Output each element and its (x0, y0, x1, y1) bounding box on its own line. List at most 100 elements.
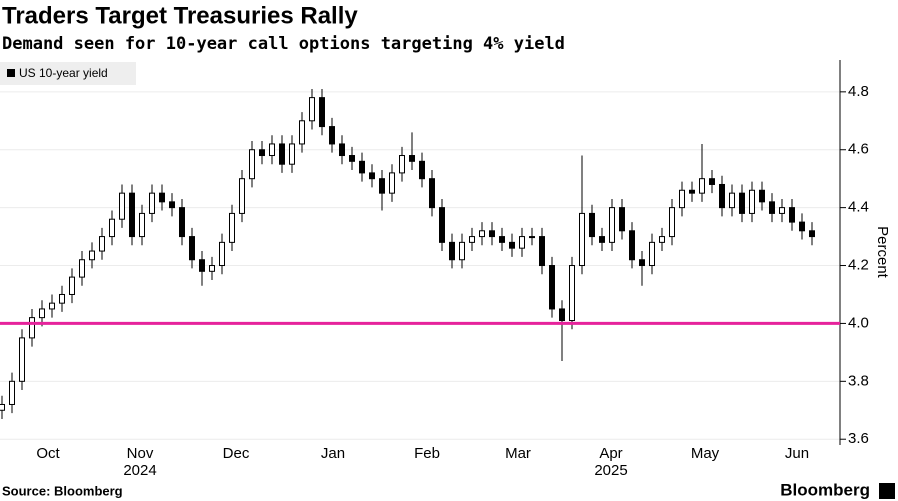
candle-body (569, 265, 575, 322)
candle-body (379, 178, 385, 194)
y-tick-label: 4.2 (848, 256, 869, 273)
candle-body (409, 155, 415, 162)
year-label: 2025 (594, 462, 627, 479)
candle-body (19, 337, 25, 382)
candle-body (0, 403, 5, 411)
y-tick-label: 4.6 (848, 141, 869, 158)
candle-body (769, 201, 775, 214)
x-tick-label: Apr (599, 445, 622, 462)
candle-body (309, 97, 315, 122)
candle-body (279, 143, 285, 165)
candle-body (489, 230, 495, 238)
candle-body (509, 241, 515, 249)
candle-body (419, 160, 425, 180)
candle-body (119, 192, 125, 220)
candle-body (39, 308, 45, 319)
candle-body (239, 178, 245, 214)
candle-body (359, 160, 365, 174)
candle-body (499, 236, 505, 243)
candle-body (69, 276, 75, 295)
candle-body (219, 241, 225, 267)
legend-box (0, 62, 136, 85)
source: Source: Bloomberg (2, 483, 123, 498)
candle-body (649, 241, 655, 267)
candle-body (539, 236, 545, 267)
candle-body (329, 126, 335, 145)
candle-body (739, 192, 745, 214)
candle-body (129, 192, 135, 238)
candle-body (479, 230, 485, 238)
brand-icon (879, 483, 895, 499)
x-tick-label: Dec (223, 445, 250, 462)
candle-body (349, 155, 355, 162)
candle-body (469, 236, 475, 243)
y-tick-label: 3.8 (848, 372, 869, 389)
candle-body (669, 207, 675, 238)
y-tick-label: 4.8 (848, 83, 869, 100)
year-label: 2024 (123, 462, 156, 479)
candle-body (199, 259, 205, 272)
candle-body (699, 178, 705, 194)
candle-body (429, 178, 435, 209)
candle-body (599, 236, 605, 243)
candle-body (109, 218, 115, 238)
x-tick-label: Oct (36, 445, 60, 462)
candle-body (149, 192, 155, 214)
x-tick-label: Mar (505, 445, 531, 462)
candle-body (29, 317, 35, 339)
candle-body (579, 212, 585, 267)
candle-body (589, 212, 595, 238)
candle-body (89, 250, 95, 261)
candle-body (159, 192, 165, 203)
brand: Bloomberg (780, 480, 870, 499)
candle-body (369, 172, 375, 180)
candle-body (49, 302, 55, 310)
candle-body (719, 183, 725, 209)
x-tick-label: Nov (127, 445, 154, 462)
candle-body (519, 236, 525, 249)
legend-label: US 10-year yield (19, 66, 108, 80)
x-tick-label: Feb (414, 445, 440, 462)
y-tick-label: 4.0 (848, 314, 869, 331)
candle-body (639, 259, 645, 267)
candle-body (209, 265, 215, 272)
candle-body (609, 207, 615, 243)
x-tick-label: Jan (321, 445, 345, 462)
candle-body (169, 201, 175, 209)
candle-body (229, 212, 235, 243)
candle-body (789, 207, 795, 223)
candle-body (189, 236, 195, 261)
candle-body (659, 236, 665, 243)
candle-body (399, 155, 405, 174)
candle-body (559, 308, 565, 322)
candle-body (449, 241, 455, 261)
candle-body (729, 192, 735, 209)
candle-body (79, 259, 85, 278)
candle-body (709, 178, 715, 185)
x-tick-label: Jun (785, 445, 809, 462)
candle-body (679, 189, 685, 209)
candle-body (339, 143, 345, 157)
candle-body (759, 189, 765, 203)
chart-title: Traders Target Treasuries Rally (2, 2, 358, 29)
candle-body (529, 236, 535, 239)
candle-body (799, 221, 805, 232)
candle-body (59, 293, 65, 304)
candle-body (299, 120, 305, 145)
candle-body (459, 241, 465, 261)
candle-body (139, 212, 145, 238)
candle-body (179, 207, 185, 238)
candle-body (749, 189, 755, 214)
candle-body (99, 236, 105, 252)
chart-subtitle: Demand seen for 10-year call options tar… (2, 34, 565, 54)
candle-body (269, 143, 275, 157)
y-tick-label: 4.4 (848, 199, 869, 216)
candle-body (319, 97, 325, 128)
y-tick-label: 3.6 (848, 430, 869, 447)
candle-body (629, 230, 635, 261)
candle-body (779, 207, 785, 214)
candle-body (289, 143, 295, 165)
candle-body (259, 149, 265, 157)
candle-body (549, 265, 555, 310)
